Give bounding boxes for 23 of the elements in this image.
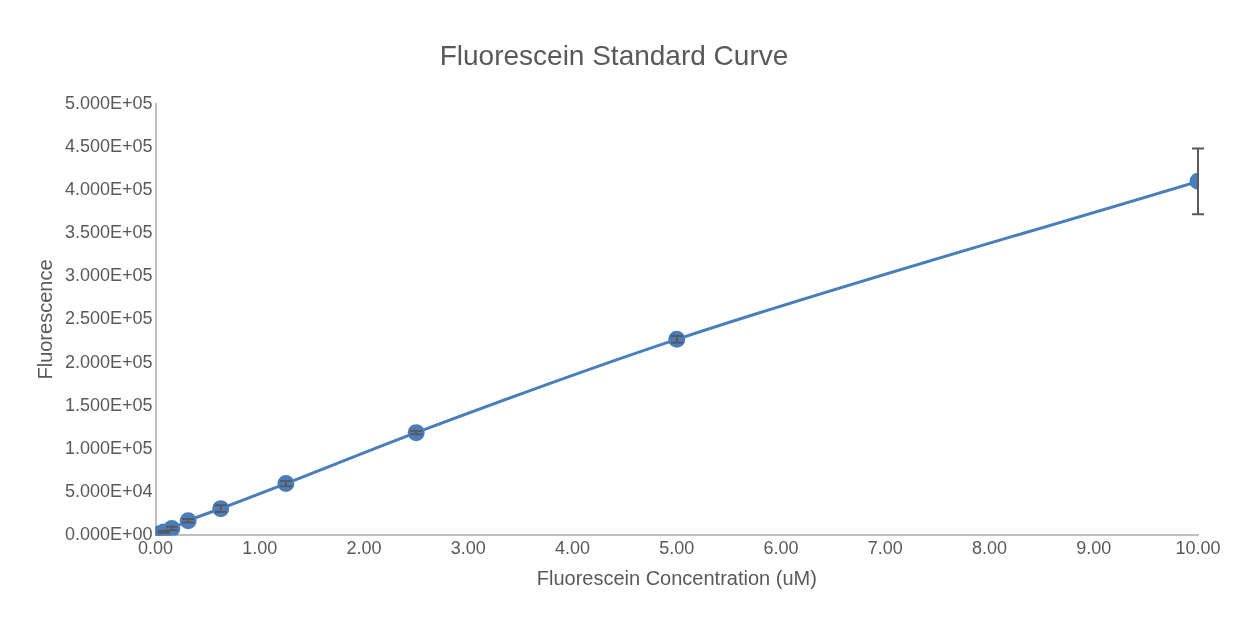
x-tick-label: 8.00 <box>971 538 1008 559</box>
x-tick-label: 3.00 <box>450 538 486 559</box>
x-tick-label: 1.00 <box>242 538 278 559</box>
x-axis-title: Fluorescein Concentration (uM) <box>536 566 817 589</box>
y-tick-label: 3.500E+05 <box>64 222 153 243</box>
x-tick-label: 6.00 <box>763 538 799 559</box>
y-tick-label: 4.000E+05 <box>64 178 153 199</box>
x-tick-label: 4.00 <box>555 538 591 559</box>
y-tick-label: 4.500E+05 <box>64 135 153 156</box>
y-axis-title: Fluorescence <box>33 259 56 380</box>
chart-title: Fluorescein Standard Curve <box>439 39 789 71</box>
y-tick-label: 5.000E+04 <box>64 481 153 502</box>
x-tick-label: 9.00 <box>1076 538 1112 559</box>
y-tick-label: 1.000E+05 <box>64 438 153 459</box>
y-tick-label: 5.000E+05 <box>64 92 153 113</box>
y-tick-label: 2.000E+05 <box>64 351 153 372</box>
y-tick-label: 1.500E+05 <box>64 394 153 415</box>
y-tick-label: 3.000E+05 <box>64 265 153 286</box>
x-tick-label: 7.00 <box>867 538 903 559</box>
x-tick-label: 10.00 <box>1175 538 1221 559</box>
y-tick-label: 2.500E+05 <box>64 308 153 329</box>
x-tick-label: 2.00 <box>346 538 382 559</box>
x-tick-label: 5.00 <box>659 538 695 559</box>
